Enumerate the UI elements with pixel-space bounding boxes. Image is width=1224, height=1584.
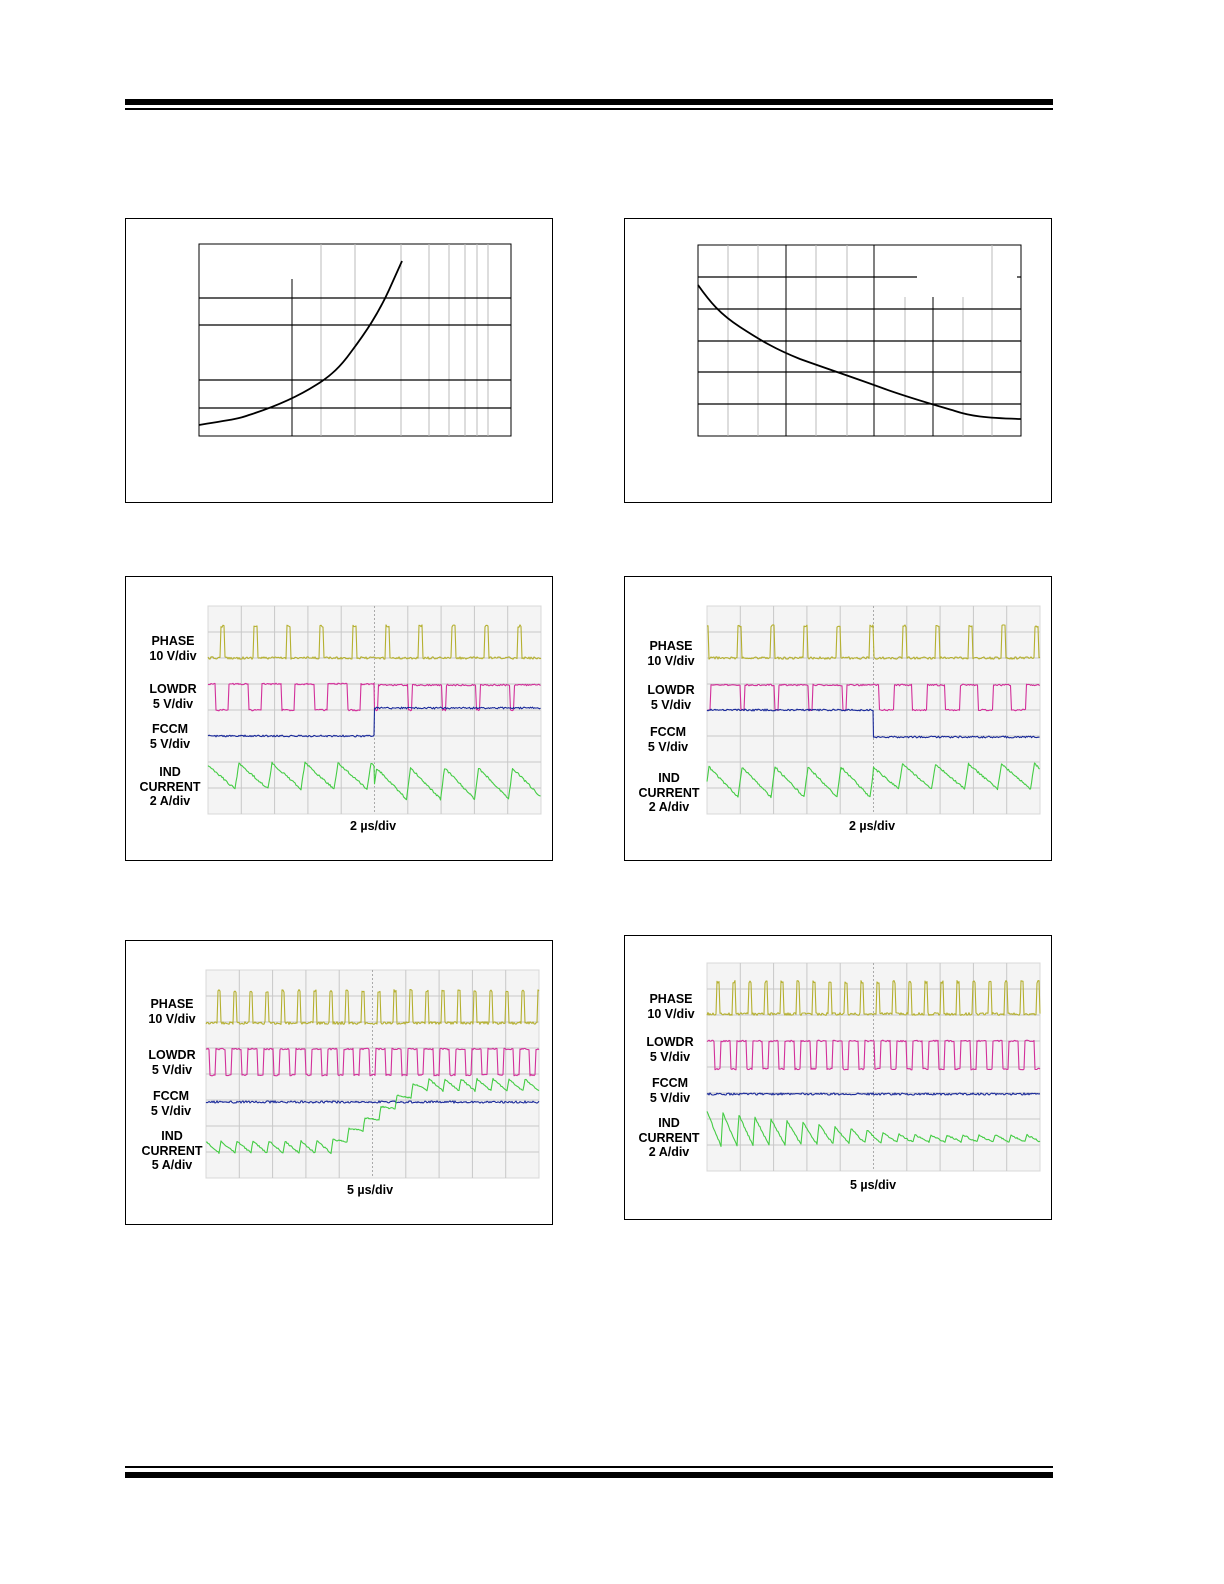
scope-2-lowdr-scale: 5 V/div [650,697,692,712]
scope-2-fccm-trace [706,708,1040,739]
scope-3-ind-name2: CURRENT [141,1143,203,1158]
scope-2-phase-scale: 10 V/div [647,653,695,668]
scope-4-lowdr-trace [706,1039,1041,1071]
graph-2-major-grid [698,276,1021,405]
scope-1-label-fccm: FCCM 5 V/div [128,722,212,751]
scope-1-phase-name: PHASE [151,634,195,648]
scope-3-phase-scale: 10 V/div [148,1011,196,1026]
scope-4-ind-trace [706,1111,1041,1148]
scope-4-timebase: 5 µs/div [849,1178,897,1192]
scope-3-ind-name: IND [161,1129,183,1143]
scope-panel-1: PHASE 10 V/div LOWDR 5 V/div FCCM 5 V/di… [125,576,553,861]
scope-1-fccm-scale: 5 V/div [149,736,191,751]
footer-rule-thick [125,1472,1053,1478]
scope-1-lowdr-name: LOWDR [149,682,197,696]
scope-4-fccm-name: FCCM [651,1076,689,1090]
scope-3-fccm-scale: 5 V/div [150,1103,192,1118]
scope-2-timebase: 2 µs/div [848,819,896,833]
graph-1-major-grid [199,297,511,409]
scope-1-label-lowdr: LOWDR 5 V/div [131,682,215,711]
scope-1-fccm-name: FCCM [151,722,189,736]
scope-4-phase-name: PHASE [649,992,693,1006]
scope-4-lowdr-scale: 5 V/div [649,1049,691,1064]
scope-2-lowdr-name: LOWDR [647,683,695,697]
scope-2-ind-name: IND [658,771,680,785]
scope-1-screen [207,605,542,815]
scope-2-label-fccm: FCCM 5 V/div [626,725,710,754]
scope-1-label-ind: IND CURRENT 2 A/div [128,765,212,809]
scope-2-ind-scale: 2 A/div [648,800,690,814]
scope-4-phase-trace [706,980,1041,1016]
scope-4-lowdr-name: LOWDR [646,1035,694,1049]
scope-4-label-phase: PHASE 10 V/div [629,992,713,1021]
scope-1-fccm-trace [207,706,541,738]
scope-3-lowdr-trace [205,1047,540,1077]
scope-4-fccm-trace [706,1092,1041,1096]
scope-2-ind-trace [706,762,1040,799]
scope-4-label-fccm: FCCM 5 V/div [628,1076,712,1105]
scope-2-ind-name2: CURRENT [638,785,700,800]
scope-2-label-lowdr: LOWDR 5 V/div [629,683,713,712]
scope-3-ind-trace [205,1077,540,1155]
graph-1-curve [198,260,403,426]
scope-2-fccm-name: FCCM [649,725,687,739]
scope-4-ind-name2: CURRENT [638,1130,700,1145]
graph-1-svg [198,243,512,437]
scope-3-phase-trace [205,989,540,1025]
scope-2-label-ind: IND CURRENT 2 A/div [627,771,711,815]
scope-3-lowdr-scale: 5 V/div [151,1062,193,1077]
scope-3-timebase: 5 µs/div [346,1183,394,1197]
scope-3-label-phase: PHASE 10 V/div [130,997,214,1026]
scope-1-label-phase: PHASE 10 V/div [131,634,215,663]
scope-3-screen [205,969,540,1179]
graph-panel-2 [624,218,1052,503]
scope-3-fccm-trace [205,1100,540,1104]
scope-1-ind-name: IND [159,765,181,779]
scope-2-screen [706,605,1041,815]
scope-1-phase-trace [207,624,542,660]
scope-3-label-ind: IND CURRENT 5 A/div [130,1129,214,1173]
scope-4-label-lowdr: LOWDR 5 V/div [628,1035,712,1064]
graph-2-svg [697,244,1022,437]
scope-2-label-phase: PHASE 10 V/div [629,639,713,668]
scope-2-phase-trace [706,624,1041,660]
scope-3-lowdr-name: LOWDR [148,1048,196,1062]
scope-4-ind-scale: 2 A/div [648,1145,690,1159]
scope-2-fccm-scale: 5 V/div [647,739,689,754]
header-rule-thick [125,99,1053,105]
graph-panel-1 [125,218,553,503]
scope-4-screen [706,962,1041,1172]
scope-3-label-fccm: FCCM 5 V/div [129,1089,213,1118]
scope-panel-3: PHASE 10 V/div LOWDR 5 V/div FCCM 5 V/di… [125,940,553,1225]
graph-2-curve [697,284,1022,420]
header-rule-thin [125,108,1053,110]
scope-3-ind-scale: 5 A/div [151,1158,193,1172]
scope-1-timebase: 2 µs/div [349,819,397,833]
scope-3-label-lowdr: LOWDR 5 V/div [130,1048,214,1077]
scope-3-fccm-name: FCCM [152,1089,190,1103]
scope-4-label-ind: IND CURRENT 2 A/div [627,1116,711,1160]
scope-4-fccm-scale: 5 V/div [649,1090,691,1105]
footer-rule-thin [125,1466,1053,1468]
scope-panel-4: PHASE 10 V/div LOWDR 5 V/div FCCM 5 V/di… [624,935,1052,1220]
scope-1-ind-scale: 2 A/div [149,794,191,808]
scope-1-ind-name2: CURRENT [139,779,201,794]
scope-4-ind-name: IND [658,1116,680,1130]
scope-1-phase-scale: 10 V/div [149,648,197,663]
scope-1-lowdr-trace [207,682,541,712]
scope-4-phase-scale: 10 V/div [647,1006,695,1021]
graph-1-minor-grid [320,244,489,436]
scope-2-lowdr-trace [706,683,1040,712]
scope-2-phase-name: PHASE [649,639,693,653]
scope-1-ind-trace [207,761,541,801]
scope-panel-2: PHASE 10 V/div LOWDR 5 V/div FCCM 5 V/di… [624,576,1052,861]
scope-3-phase-name: PHASE [150,997,194,1011]
scope-1-lowdr-scale: 5 V/div [152,696,194,711]
